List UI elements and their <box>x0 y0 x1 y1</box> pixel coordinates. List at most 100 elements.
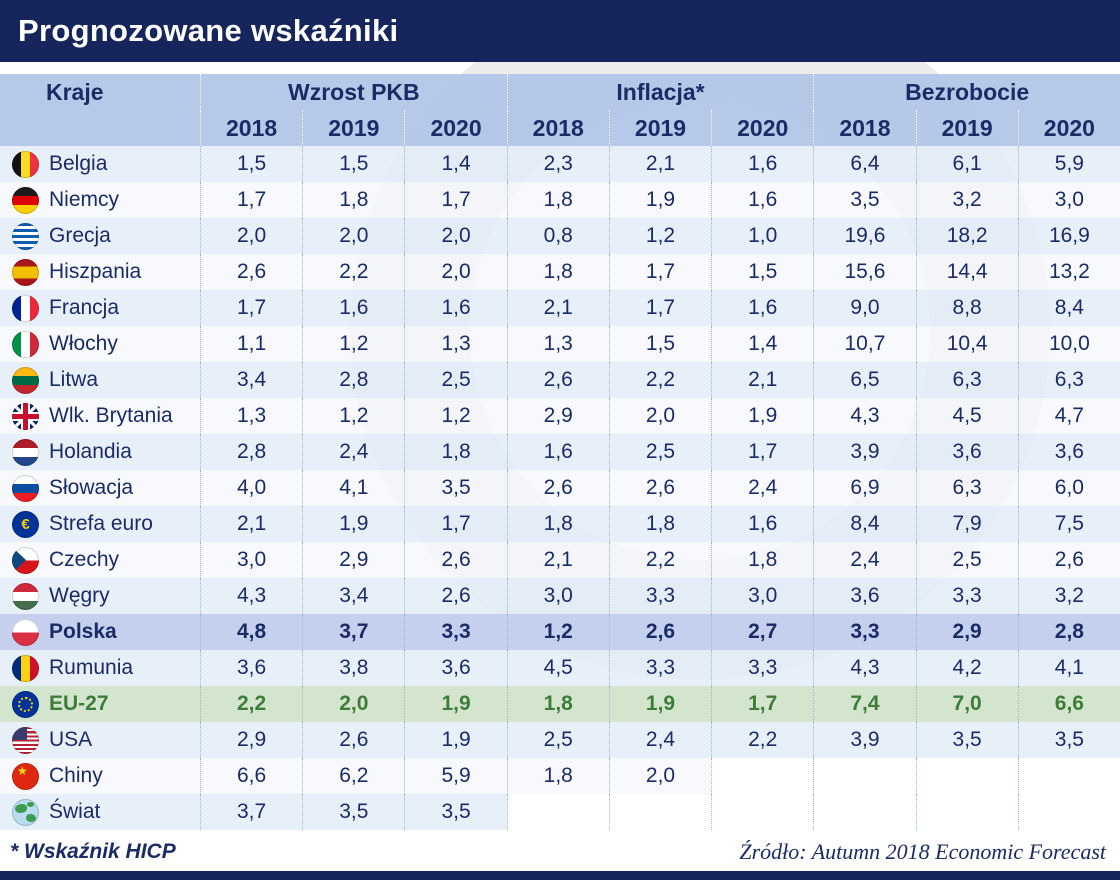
value-cell: 2,8 <box>200 434 303 470</box>
eu-flag-icon <box>12 690 39 718</box>
value-cell: 4,5 <box>506 650 609 686</box>
greece-flag-icon <box>12 222 39 250</box>
value-cell <box>1017 794 1120 830</box>
china-flag-icon: ★ <box>12 762 39 790</box>
country-cell: Grecja <box>0 218 200 254</box>
value-cell: 2,7 <box>711 614 814 650</box>
value-cell: 3,2 <box>1017 578 1120 614</box>
value-cell: 2,0 <box>302 218 405 254</box>
value-cell: 3,3 <box>608 650 712 686</box>
bottom-bar <box>0 871 1120 880</box>
year-header: 2020 <box>404 110 507 146</box>
value-cell: 2,0 <box>302 686 405 722</box>
value-cell: 2,1 <box>608 146 712 182</box>
value-cell: 3,5 <box>404 470 507 506</box>
value-cell: 1,2 <box>608 218 712 254</box>
value-cell: 1,1 <box>200 326 303 362</box>
value-cell <box>711 794 814 830</box>
value-cell: 1,5 <box>711 254 814 290</box>
country-cell: Belgia <box>0 146 200 182</box>
country-name: Węgry <box>49 584 110 607</box>
germany-flag-icon <box>12 186 39 214</box>
value-cell: 1,5 <box>302 146 405 182</box>
value-cell: 2,6 <box>404 578 507 614</box>
value-cell: 15,6 <box>813 254 916 290</box>
value-cell: 1,8 <box>506 254 609 290</box>
value-cell: 1,7 <box>711 686 814 722</box>
value-cell: 2,6 <box>1017 542 1120 578</box>
country-cell: Hiszpania <box>0 254 200 290</box>
value-cell: 2,2 <box>608 362 712 398</box>
value-cell: 6,2 <box>302 758 405 794</box>
value-cell: 3,0 <box>1017 182 1120 218</box>
value-cell: 4,8 <box>200 614 303 650</box>
value-cell: 10,0 <box>1017 326 1120 362</box>
value-cell: 7,0 <box>915 686 1018 722</box>
group-header-0: Wzrost PKB <box>200 74 507 110</box>
page-title: Prognozowane wskaźniki <box>18 13 399 48</box>
value-cell: 1,3 <box>404 326 507 362</box>
poland-flag-icon <box>12 618 39 646</box>
value-cell: 1,7 <box>608 290 712 326</box>
value-cell: 2,1 <box>506 290 609 326</box>
value-cell <box>813 794 916 830</box>
group-header-2: Bezrobocie <box>813 74 1120 110</box>
value-cell: 3,8 <box>302 650 405 686</box>
value-cell: 2,0 <box>404 218 507 254</box>
hungary-flag-icon <box>12 582 39 610</box>
value-cell: 6,5 <box>813 362 916 398</box>
group-header-1: Inflacja* <box>506 74 814 110</box>
value-cell: 2,1 <box>711 362 814 398</box>
value-cell: 2,2 <box>711 722 814 758</box>
value-cell: 3,6 <box>200 650 303 686</box>
country-name: Niemcy <box>49 188 120 211</box>
value-cell: 3,0 <box>711 578 814 614</box>
country-name: Holandia <box>49 440 132 463</box>
value-cell: 3,0 <box>200 542 303 578</box>
value-cell: 1,7 <box>711 434 814 470</box>
footer: * Wskaźnik HICP Źródło: Autumn 2018 Econ… <box>0 830 1120 865</box>
country-cell: EU-27 <box>0 686 200 722</box>
country-cell: Świat <box>0 794 200 830</box>
value-cell: 1,3 <box>506 326 609 362</box>
value-cell: 3,6 <box>813 578 916 614</box>
world-flag-icon <box>12 798 39 826</box>
hicp-footnote: * Wskaźnik HICP <box>10 840 176 863</box>
value-cell: 1,8 <box>404 434 507 470</box>
value-cell: 3,6 <box>1017 434 1120 470</box>
value-cell: 2,4 <box>711 470 814 506</box>
country-name: Rumunia <box>49 656 134 679</box>
value-cell: 1,9 <box>404 722 507 758</box>
value-cell: 2,6 <box>404 542 507 578</box>
france-flag-icon <box>12 294 39 322</box>
usa-flag-icon <box>12 726 39 754</box>
value-cell: 1,9 <box>302 506 405 542</box>
value-cell: 2,1 <box>200 506 303 542</box>
country-name: Wlk. Brytania <box>49 404 173 427</box>
country-name: Polska <box>49 620 117 643</box>
value-cell: 14,4 <box>915 254 1018 290</box>
value-cell: 3,3 <box>404 614 507 650</box>
country-cell: Litwa <box>0 362 200 398</box>
country-cell: ★ Chiny <box>0 758 200 794</box>
value-cell: 3,6 <box>404 650 507 686</box>
value-cell: 2,1 <box>506 542 609 578</box>
belgium-flag-icon <box>12 150 39 178</box>
value-cell: 4,1 <box>302 470 405 506</box>
country-column-header: Kraje <box>0 74 200 110</box>
value-cell: 6,1 <box>915 146 1018 182</box>
value-cell: 6,6 <box>200 758 303 794</box>
country-cell: Rumunia <box>0 650 200 686</box>
value-cell: 1,6 <box>404 290 507 326</box>
value-cell: 7,4 <box>813 686 916 722</box>
value-cell: 1,7 <box>608 254 712 290</box>
lithuania-flag-icon <box>12 366 39 394</box>
country-name: Czechy <box>49 548 120 571</box>
value-cell <box>506 794 609 830</box>
value-cell: 2,6 <box>608 614 712 650</box>
euro-flag-icon: € <box>12 510 39 538</box>
value-cell: 2,9 <box>506 398 609 434</box>
value-cell: 1,9 <box>711 398 814 434</box>
year-header: 2018 <box>200 110 303 146</box>
value-cell: 1,6 <box>506 434 609 470</box>
